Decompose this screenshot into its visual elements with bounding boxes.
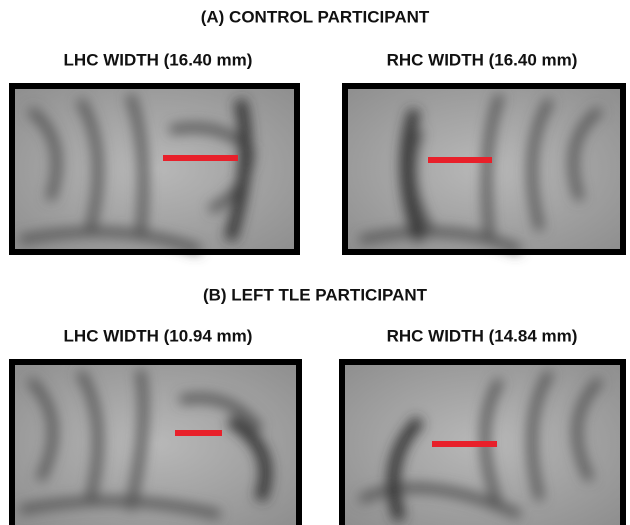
panel-label: LHC WIDTH (16.40 mm) [64,50,253,69]
panel-label: LHC WIDTH (10.94 mm) [64,326,253,345]
mri-image [342,362,623,525]
panel-label: RHC WIDTH (14.84 mm) [387,326,578,345]
section-title: (A) CONTROL PARTICIPANT [201,7,430,26]
figure: (A) CONTROL PARTICIPANT LHC WIDTH (16.40… [0,0,630,525]
mri-image [12,362,299,525]
section-title: (B) LEFT TLE PARTICIPANT [203,285,428,304]
mri-image [345,86,623,252]
panel-label: RHC WIDTH (16.40 mm) [387,50,578,69]
mri-image [12,86,297,252]
